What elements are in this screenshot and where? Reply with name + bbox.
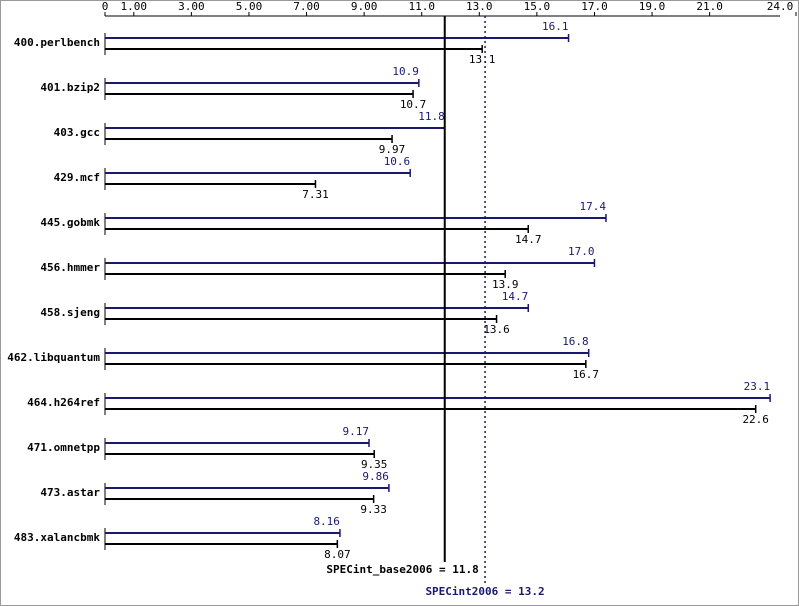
x-tick-label: 1.00 xyxy=(121,0,148,13)
value-label: 8.16 xyxy=(313,515,340,528)
value-label: 14.7 xyxy=(515,233,542,246)
category-label: 471.omnetpp xyxy=(27,441,100,454)
value-label: 9.17 xyxy=(343,425,370,438)
category-label: 401.bzip2 xyxy=(40,81,100,94)
category-label: 445.gobmk xyxy=(40,216,100,229)
x-tick-label: 5.00 xyxy=(236,0,263,13)
x-tick-label: 13.0 xyxy=(466,0,493,13)
x-tick-label: 15.0 xyxy=(524,0,551,13)
value-label: 22.6 xyxy=(742,413,769,426)
category-label: 464.h264ref xyxy=(27,396,100,409)
value-label: 16.1 xyxy=(542,20,569,33)
value-label: 14.7 xyxy=(502,290,529,303)
value-label: 9.86 xyxy=(362,470,389,483)
value-label: 9.35 xyxy=(361,458,388,471)
value-label: 10.7 xyxy=(400,98,427,111)
reference-label: SPECint_base2006 = 11.8 xyxy=(326,563,478,576)
value-label: 8.07 xyxy=(324,548,351,561)
value-label: 16.7 xyxy=(573,368,600,381)
x-tick-label: 21.0 xyxy=(696,0,723,13)
category-label: 483.xalancbmk xyxy=(14,531,100,544)
value-label: 17.0 xyxy=(568,245,595,258)
x-tick-label: 17.0 xyxy=(581,0,608,13)
category-label: 462.libquantum xyxy=(7,351,100,364)
value-label: 13.9 xyxy=(492,278,519,291)
x-tick-label: 11.0 xyxy=(408,0,435,13)
x-tick-label: 3.00 xyxy=(178,0,205,13)
value-label: 10.9 xyxy=(392,65,419,78)
x-tick-label: 0 xyxy=(102,0,109,13)
category-label: 400.perlbench xyxy=(14,36,100,49)
x-tick-label: 24.0 xyxy=(767,0,794,13)
category-label: 456.hmmer xyxy=(40,261,100,274)
value-label: 10.6 xyxy=(384,155,411,168)
x-tick-label: 19.0 xyxy=(639,0,666,13)
category-label: 473.astar xyxy=(40,486,100,499)
category-label: 403.gcc xyxy=(54,126,100,139)
value-label: 7.31 xyxy=(302,188,329,201)
reference-label: SPECint2006 = 13.2 xyxy=(425,585,544,598)
value-label: 13.1 xyxy=(469,53,496,66)
value-label: 16.8 xyxy=(562,335,589,348)
x-tick-label: 7.00 xyxy=(293,0,320,13)
value-label: 13.6 xyxy=(483,323,510,336)
value-label: 9.97 xyxy=(379,143,406,156)
x-tick-label: 9.00 xyxy=(351,0,378,13)
value-label: 11.8 xyxy=(418,110,445,123)
value-label: 9.33 xyxy=(360,503,387,516)
category-label: 458.sjeng xyxy=(40,306,100,319)
value-label: 17.4 xyxy=(579,200,606,213)
category-label: 429.mcf xyxy=(54,171,100,184)
value-label: 23.1 xyxy=(744,380,771,393)
